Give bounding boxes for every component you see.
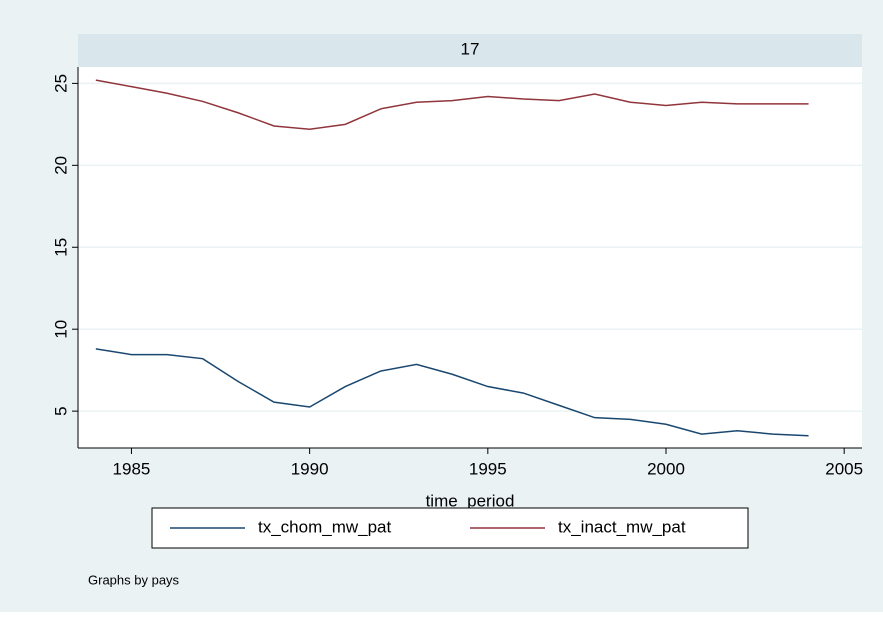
x-tick-label: 1990	[291, 459, 329, 478]
y-tick-label: 10	[51, 320, 70, 339]
legend-label: tx_chom_mw_pat	[258, 517, 392, 536]
x-tick-label: 2000	[647, 459, 685, 478]
x-axis-title: time_period	[426, 491, 515, 510]
y-tick-label: 5	[51, 406, 70, 415]
series-line	[95, 79, 809, 131]
x-tick-label: 1985	[113, 459, 151, 478]
note: Graphs by pays	[88, 572, 180, 587]
series-line	[95, 348, 809, 437]
y-tick-label: 25	[51, 74, 70, 93]
panel-header	[78, 34, 862, 67]
legend-label: tx_inact_mw_pat	[558, 517, 686, 536]
x-tick-label: 2005	[825, 459, 863, 478]
y-tick-label: 15	[51, 238, 70, 257]
legend	[151, 507, 749, 549]
panel-label: 17	[461, 39, 480, 58]
x-tick-label: 1995	[469, 459, 507, 478]
plot-area	[78, 67, 862, 448]
y-tick-label: 20	[51, 156, 70, 175]
